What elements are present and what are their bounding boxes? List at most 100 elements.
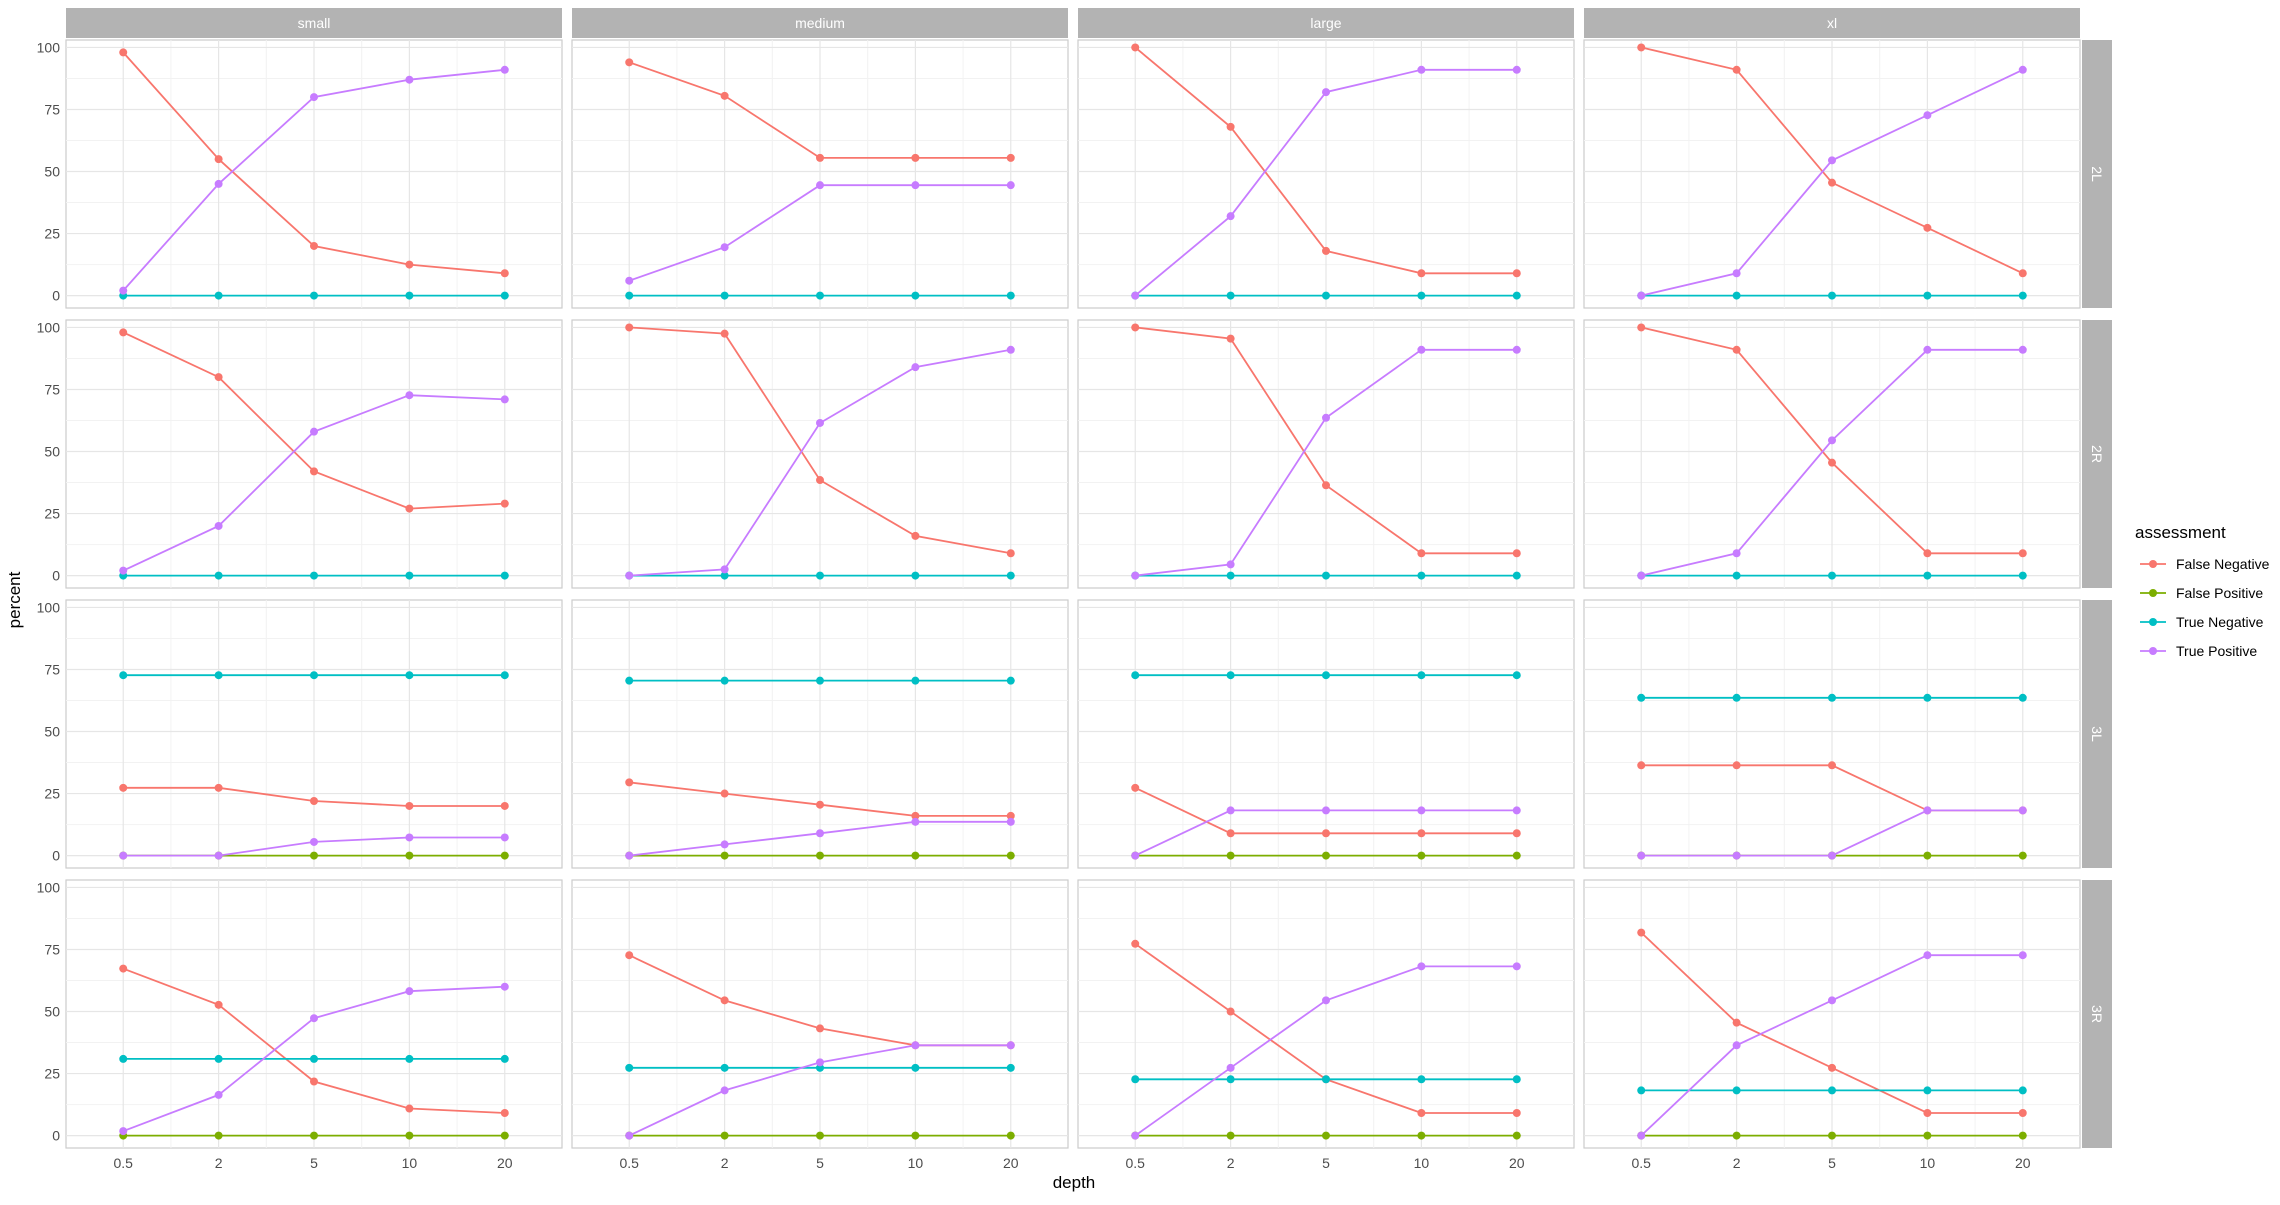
panel-2R-large: [1077, 319, 1575, 589]
x-tick-label: 0.5: [113, 1155, 133, 1171]
data-point: [2018, 571, 2027, 580]
panel-3L-medium: [571, 599, 1069, 869]
data-point: [1828, 1131, 1836, 1140]
data-point: [500, 1054, 509, 1063]
data-point: [720, 565, 729, 574]
data-point: [1732, 1041, 1741, 1050]
data-point: [1828, 571, 1836, 580]
legend-entry-true-negative: True Negative: [2140, 614, 2264, 630]
x-tick-label: 2: [721, 1155, 729, 1171]
x-tick-label: 2: [215, 1155, 223, 1171]
data-point: [1923, 111, 1932, 120]
data-point: [1131, 783, 1140, 792]
data-point: [1417, 291, 1426, 300]
data-point: [1732, 571, 1741, 580]
data-point: [2018, 549, 2027, 558]
data-point: [119, 1127, 128, 1136]
data-point: [1732, 1131, 1741, 1140]
x-tick-label: 0.5: [619, 1155, 639, 1171]
data-point: [1226, 1063, 1235, 1072]
data-point: [119, 48, 128, 57]
data-point: [1637, 323, 1646, 332]
data-point: [1637, 1086, 1646, 1095]
data-point: [1226, 1007, 1235, 1016]
data-point: [405, 504, 414, 513]
data-point: [1637, 43, 1646, 52]
data-point: [1637, 761, 1646, 770]
data-point: [1512, 65, 1521, 74]
data-point: [405, 801, 414, 810]
data-point: [1923, 806, 1932, 815]
data-point: [310, 467, 318, 476]
data-point: [720, 1131, 729, 1140]
panel-3L-xl: [1583, 599, 2081, 869]
data-point: [816, 800, 824, 809]
row-strip-2L: [2082, 40, 2112, 308]
x-tick-label: 5: [310, 1155, 318, 1171]
data-point: [310, 1131, 318, 1140]
data-point: [1732, 269, 1741, 278]
data-point: [1322, 481, 1330, 490]
data-point: [1226, 671, 1235, 680]
data-point: [405, 260, 414, 269]
data-point: [1923, 291, 1932, 300]
data-point: [1512, 671, 1521, 680]
data-point: [500, 1131, 509, 1140]
data-point: [1923, 1086, 1932, 1095]
y-tick-label: 50: [44, 724, 60, 740]
data-point: [1512, 806, 1521, 815]
y-tick-label: 0: [52, 288, 60, 304]
data-point: [310, 671, 318, 680]
data-point: [1417, 1109, 1426, 1118]
row-strip-3L: [2082, 600, 2112, 868]
data-point: [625, 1063, 634, 1072]
data-point: [1637, 291, 1646, 300]
data-point: [816, 1058, 824, 1067]
data-point: [119, 851, 128, 860]
data-point: [1732, 761, 1741, 770]
data-point: [911, 181, 920, 190]
data-point: [1417, 65, 1426, 74]
x-axis-label: depth: [1053, 1173, 1096, 1192]
data-point: [1512, 829, 1521, 838]
data-point: [1923, 223, 1932, 232]
data-point: [119, 286, 128, 295]
data-point: [1322, 413, 1330, 422]
column-strip-medium: [572, 8, 1068, 38]
data-point: [1732, 65, 1741, 74]
data-point: [1417, 1075, 1426, 1084]
data-point: [1417, 269, 1426, 278]
data-point: [119, 1054, 128, 1063]
data-point: [214, 373, 223, 382]
legend-key-point: [2149, 560, 2157, 568]
data-point: [911, 153, 920, 162]
data-point: [1417, 571, 1426, 580]
data-point: [2018, 806, 2027, 815]
panel-2L-small: 0 25 50 75 100: [37, 39, 563, 309]
data-point: [911, 571, 920, 580]
data-point: [1637, 693, 1646, 702]
data-point: [1226, 571, 1235, 580]
data-point: [1512, 851, 1521, 860]
data-point: [625, 323, 634, 332]
data-point: [1131, 1075, 1140, 1084]
data-point: [119, 328, 128, 337]
panel-2R-small: 0 25 50 75 100: [37, 319, 563, 589]
data-point: [1512, 345, 1521, 354]
data-point: [500, 982, 509, 991]
legend-title: assessment: [2135, 523, 2226, 542]
data-point: [1732, 549, 1741, 558]
data-point: [214, 851, 223, 860]
data-point: [1732, 345, 1741, 354]
data-point: [405, 391, 414, 400]
data-point: [720, 1063, 729, 1072]
data-point: [2018, 291, 2027, 300]
legend-key-point: [2149, 589, 2157, 597]
data-point: [2018, 65, 2027, 74]
y-tick-label: 100: [37, 599, 61, 615]
data-point: [1828, 458, 1836, 467]
y-tick-label: 50: [44, 444, 60, 460]
data-point: [911, 363, 920, 372]
data-point: [1131, 571, 1140, 580]
legend-key-point: [2149, 647, 2157, 655]
